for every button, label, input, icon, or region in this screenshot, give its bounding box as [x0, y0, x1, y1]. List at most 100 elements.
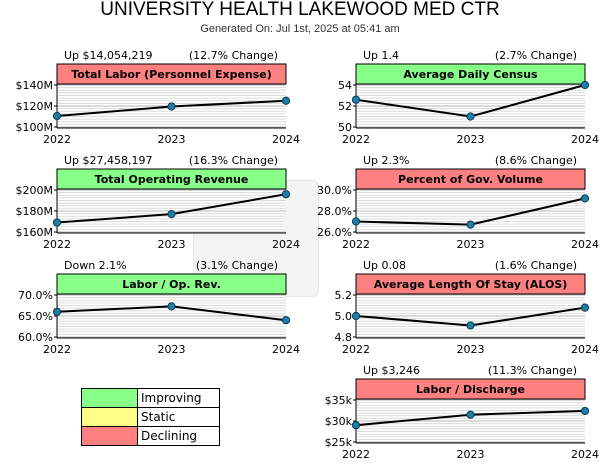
chart-title: Percent of Gov. Volume	[398, 173, 543, 186]
data-point	[580, 303, 590, 312]
change-percent-text: (2.7% Change)	[495, 49, 577, 62]
data-point	[351, 95, 361, 104]
y-tick-label: 52	[338, 100, 352, 113]
data-point	[580, 194, 590, 203]
x-tick-label: 2023	[457, 343, 485, 356]
x-tick-label: 2024	[571, 238, 599, 251]
chart-panel-5: Down 2.1% (3.1% Change) 60.0% 65.0% 70.0% Lab…	[18, 259, 300, 356]
change-value-text: Up 2.3%	[363, 154, 409, 167]
y-tick-label: $25k	[325, 436, 353, 449]
chart-header-declining	[355, 378, 586, 400]
change-value-text: Up 0.08	[363, 259, 406, 272]
x-tick-label: 2022	[342, 238, 370, 251]
x-tick-label: 2023	[158, 133, 186, 146]
y-tick-label: 50	[338, 121, 352, 134]
legend-item-declining: Declining	[82, 426, 219, 445]
chart-title: Total Labor (Personnel Expense)	[71, 68, 272, 81]
data-point	[466, 112, 475, 121]
data-point	[281, 316, 291, 325]
chart-panel-3: Up $27,458,197 (16.3% Change) $160M $180M $2…	[16, 154, 301, 251]
y-tick-label: $140M	[16, 79, 54, 92]
chart-header-improving	[355, 63, 586, 85]
chart-header-declining	[355, 168, 586, 190]
data-point	[351, 217, 361, 226]
chart-header-declining	[355, 273, 586, 295]
data-point	[167, 102, 176, 111]
chart-title: Labor / Discharge	[416, 383, 525, 396]
y-tick-label: 26.0%	[317, 226, 352, 239]
data-point	[52, 307, 62, 316]
y-tick-label: 5.0	[335, 310, 353, 323]
y-tick-label: 70.0%	[18, 289, 53, 302]
chart-title: Average Length Of Stay (ALOS)	[374, 278, 568, 291]
page-title: UNIVERSITY HEALTH LAKEWOOD MED CTR	[100, 0, 500, 20]
data-point	[281, 96, 291, 105]
x-tick-label: 2022	[342, 448, 370, 461]
x-tick-label: 2024	[272, 238, 300, 251]
data-point	[466, 220, 475, 229]
chart-title: Average Daily Census	[403, 68, 538, 81]
data-point	[466, 410, 475, 419]
y-tick-label: 5.2	[335, 289, 353, 302]
change-percent-text: (12.7% Change)	[189, 49, 278, 62]
data-point	[580, 406, 590, 416]
x-tick-label: 2024	[571, 133, 599, 146]
chart-panel-7: Up $3,246 (11.3% Change) $25k $30k $35k Labor…	[325, 364, 599, 461]
change-value-text: Up $27,458,197	[64, 154, 153, 167]
chart-header-declining	[56, 63, 287, 85]
x-tick-label: 2022	[342, 133, 370, 146]
data-point	[466, 321, 475, 330]
legend-swatch-static	[82, 408, 138, 426]
x-tick-label: 2023	[158, 343, 186, 356]
change-percent-text: (16.3% Change)	[189, 154, 278, 167]
data-point	[351, 421, 361, 430]
y-tick-label: $160M	[16, 226, 54, 239]
chart-header-improving	[56, 273, 287, 295]
x-tick-label: 2022	[43, 238, 71, 251]
chart-panel-1: Up $14,054,219 (12.7% Change) $100M $120M $1…	[16, 49, 301, 146]
y-tick-label: $120M	[16, 100, 54, 113]
y-tick-label: 4.8	[335, 331, 353, 344]
legend-label-declining: Declining	[141, 429, 198, 443]
x-tick-label: 2022	[43, 343, 71, 356]
legend-swatch-improving	[82, 389, 138, 407]
x-tick-label: 2023	[158, 238, 186, 251]
generated-on-text: Generated On: Jul 1st, 2025 at 05:41 am	[200, 23, 400, 35]
x-tick-label: 2023	[457, 238, 485, 251]
chart-panel-6: Up 0.08 (1.6% Change) 4.8 5.0 5.2 Average Len…	[335, 259, 600, 356]
x-tick-label: 2024	[272, 343, 300, 356]
chart-title: Labor / Op. Rev.	[122, 278, 221, 291]
y-tick-label: 28.0%	[317, 205, 352, 218]
legend: Improving Static Declining	[81, 388, 220, 446]
y-tick-label: 60.0%	[18, 331, 53, 344]
change-value-text: Up $3,246	[363, 364, 420, 377]
x-tick-label: 2024	[571, 343, 599, 356]
change-percent-text: (8.6% Change)	[495, 154, 577, 167]
data-point	[52, 111, 62, 121]
y-tick-label: $180M	[16, 205, 54, 218]
y-tick-label: $30k	[325, 415, 353, 428]
change-value-text: Up 1.4	[363, 49, 399, 62]
chart-header-improving	[56, 168, 287, 190]
change-percent-text: (11.3% Change)	[488, 364, 577, 377]
x-tick-label: 2024	[272, 133, 300, 146]
x-tick-label: 2022	[43, 133, 71, 146]
change-percent-text: (3.1% Change)	[196, 259, 278, 272]
data-point	[281, 190, 291, 199]
data-point	[167, 302, 176, 311]
chart-panel-2: Up 1.4 (2.7% Change) 50 52 54 Average Daily C…	[338, 49, 599, 146]
data-point	[351, 311, 361, 321]
y-tick-label: 54	[338, 79, 352, 92]
x-tick-label: 2023	[457, 133, 485, 146]
y-tick-label: $100M	[16, 121, 54, 134]
chart-title: Total Operating Revenue	[95, 173, 249, 186]
legend-swatch-declining	[82, 427, 138, 445]
x-tick-label: 2022	[342, 343, 370, 356]
legend-item-improving: Improving	[82, 389, 219, 407]
chart-panel-4: Up 2.3% (8.6% Change) 26.0% 28.0% 30.0% Perce…	[317, 154, 599, 251]
change-value-text: Up $14,054,219	[64, 49, 153, 62]
y-tick-label: $200M	[16, 184, 54, 197]
data-point	[52, 218, 62, 227]
change-percent-text: (1.6% Change)	[495, 259, 577, 272]
